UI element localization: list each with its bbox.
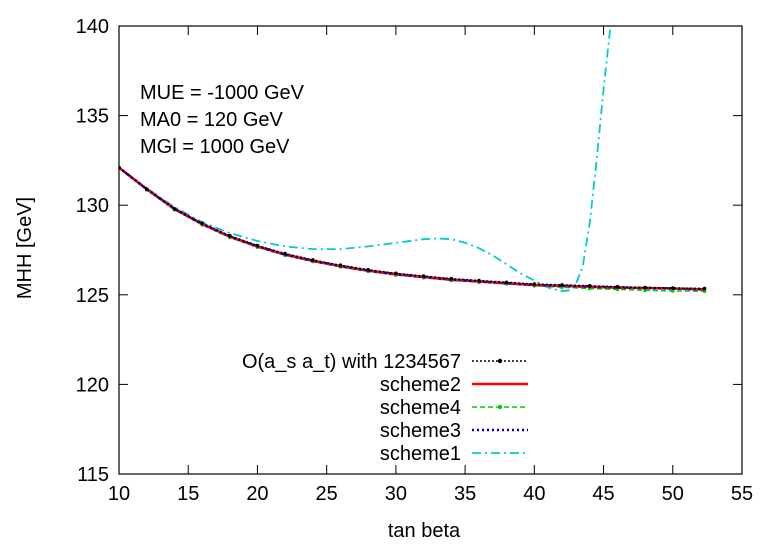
y-tick-label: 130 (76, 195, 109, 217)
legend-marker (497, 404, 503, 410)
x-tick-label: 10 (108, 483, 130, 505)
annotation-3: MGl = 1000 GeV (140, 136, 290, 158)
series-clip (119, 26, 707, 294)
data-point (228, 233, 232, 238)
data-point (200, 221, 204, 225)
legend-label: scheme2 (380, 374, 461, 396)
data-point (643, 285, 647, 290)
x-tick-label: 45 (592, 483, 614, 505)
axis-ticks (118, 25, 743, 475)
data-point (671, 286, 675, 290)
x-tick-label: 30 (385, 483, 407, 505)
plot-frame (118, 25, 743, 475)
x-tick-label: 40 (523, 483, 545, 505)
data-point (587, 284, 592, 288)
data-point (477, 278, 481, 283)
data-point (366, 267, 371, 272)
data-point (671, 289, 675, 293)
legend-label: scheme4 (380, 397, 461, 419)
data-point (421, 274, 426, 278)
y-axis-label: MHH [GeV] (14, 197, 36, 299)
data-point (172, 207, 177, 211)
series-line-scheme1 (119, 26, 612, 293)
annotation-2: MA0 = 120 GeV (140, 109, 284, 131)
series-line-o-a-s-a-t-with-1234567 (119, 167, 705, 290)
data-point (560, 283, 564, 287)
x-tick-label: 35 (454, 483, 476, 505)
series-line-scheme2 (119, 166, 705, 291)
y-tick-label: 115 (77, 464, 109, 486)
data-point (449, 276, 454, 281)
data-point (255, 243, 260, 248)
data-point (283, 251, 287, 256)
data-point (311, 258, 315, 262)
x-tick-label: 25 (316, 483, 338, 505)
x-tick-label: 50 (662, 483, 684, 505)
plot-border (118, 25, 743, 475)
x-tick-label: 15 (177, 483, 199, 505)
x-tick-label: 55 (731, 483, 753, 505)
data-point (144, 187, 149, 191)
annotation-1: MUE = -1000 GeV (140, 82, 305, 104)
data-point (643, 288, 647, 293)
data-point (615, 284, 620, 289)
legend-label: scheme3 (380, 420, 461, 442)
data-point (532, 282, 537, 286)
data-point (504, 280, 509, 285)
legend-marker (497, 358, 503, 364)
axis-tick-labels: 10 15 20 25 30 35 40 45 50 55 115 120 125 130 135 140 (76, 16, 754, 505)
y-tick-label: 140 (76, 16, 109, 38)
data-point (702, 286, 707, 291)
legend-label: scheme1 (380, 443, 461, 465)
legend-label: O(a_s a_t) with 1234567 (242, 351, 461, 373)
legend: O(a_s a_t) with 1234567scheme2scheme4sch… (242, 351, 528, 465)
x-axis-label: tan beta (388, 520, 461, 542)
series-line-scheme4 (119, 167, 705, 292)
data-point (338, 263, 343, 268)
series-layer (119, 26, 707, 294)
annotations: MUE = -1000 GeV MA0 = 120 GeV MGl = 1000 G… (140, 82, 305, 158)
data-point (394, 271, 398, 276)
y-tick-label: 125 (76, 285, 109, 307)
data-point (119, 165, 121, 170)
y-tick-label: 135 (76, 106, 109, 128)
series-line-scheme3 (119, 166, 705, 291)
y-tick-label: 120 (76, 374, 109, 396)
x-tick-label: 20 (246, 483, 268, 505)
